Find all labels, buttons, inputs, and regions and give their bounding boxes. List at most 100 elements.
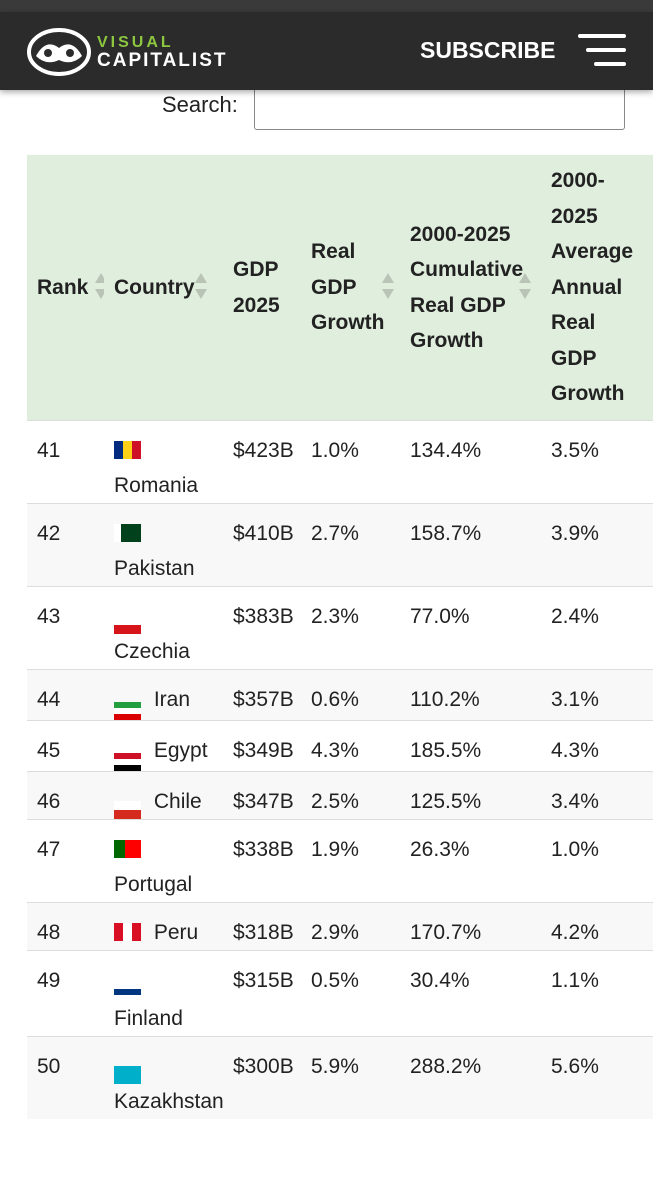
- data-table: Rank Country GDP 2025 Real GDP Growth 2000-2…: [27, 155, 653, 1119]
- cell-value: 1.1%: [551, 969, 599, 992]
- cell-value: 1.9%: [311, 838, 359, 861]
- cell-value: 26.3%: [410, 838, 470, 861]
- table-cell: 158.7%: [400, 503, 541, 587]
- table-cell: Peru: [104, 902, 223, 951]
- table-cell: $383B: [223, 586, 301, 670]
- table-cell: 2.3%: [301, 586, 400, 670]
- cell-value: 2.4%: [551, 605, 599, 628]
- cell-value: 185.5%: [410, 739, 482, 762]
- country-name: Iran: [153, 688, 191, 711]
- flag-icon: [114, 840, 141, 858]
- sort-arrows[interactable]: [381, 269, 395, 303]
- cell-value: 3.4%: [551, 790, 599, 813]
- rank: 41: [37, 439, 61, 462]
- country-cell: Chile: [114, 784, 209, 819]
- column-header-text: 2000-2025 Average Annual Real GDP Growth: [551, 169, 634, 406]
- table-cell: 3.4%: [541, 771, 653, 820]
- column-header[interactable]: Rank: [27, 155, 107, 421]
- table-cell: Egypt: [104, 720, 223, 772]
- cell-value: 288.2%: [410, 1055, 482, 1078]
- cell-value: $347B: [233, 790, 294, 813]
- column-header[interactable]: Real GDP Growth: [301, 155, 400, 421]
- table-cell: 4.3%: [541, 720, 653, 772]
- table-cell: 44: [27, 669, 104, 721]
- cell-value: 4.2%: [551, 921, 599, 944]
- column-header-text: GDP 2025: [233, 258, 280, 317]
- status-strip: [0, 0, 653, 12]
- sort-arrows[interactable]: [518, 269, 532, 303]
- table-cell: 4.3%: [301, 720, 400, 772]
- country-cell: Kazakhstan: [114, 1049, 224, 1119]
- cell-value: 134.4%: [410, 439, 482, 462]
- cell-value: $338B: [233, 838, 294, 861]
- cell-value: 1.0%: [551, 838, 599, 861]
- column-header[interactable]: 2000-2025 Cumulative Real GDP Growth: [400, 155, 541, 421]
- table-cell: 170.7%: [400, 902, 541, 951]
- subscribe-link[interactable]: SUBSCRIBE: [420, 37, 556, 63]
- table-cell: 41: [27, 420, 104, 504]
- country-cell: Finland: [114, 963, 209, 1036]
- table-row: 41 Romania $423B 1.0% 134.4% 3.5%: [27, 420, 653, 504]
- table-cell: Pakistan: [104, 503, 223, 587]
- cell-value: 0.5%: [311, 969, 359, 992]
- table-cell: 5.9%: [301, 1036, 400, 1119]
- cell-value: 110.2%: [410, 688, 480, 711]
- country-name: Chile: [153, 790, 202, 813]
- cell-value: 5.9%: [311, 1055, 359, 1078]
- table-cell: Czechia: [104, 586, 223, 670]
- table-cell: 5.6%: [541, 1036, 653, 1119]
- table-row: 42 Pakistan $410B 2.7% 158.7% 3.9%: [27, 503, 653, 587]
- table-cell: 110.2%: [400, 669, 541, 721]
- table-cell: 50: [27, 1036, 104, 1119]
- search-input[interactable]: [254, 84, 625, 130]
- table-cell: 1.9%: [301, 819, 400, 903]
- table-cell: 49: [27, 950, 104, 1037]
- logo-text[interactable]: VISUAL: [97, 34, 174, 51]
- rank: 43: [37, 605, 61, 628]
- column-header[interactable]: GDP 2025: [223, 155, 301, 421]
- table-cell: Finland: [104, 950, 223, 1037]
- cell-value: 77.0%: [410, 605, 470, 628]
- rank: 45: [37, 739, 61, 762]
- cell-value: 3.9%: [551, 522, 599, 545]
- column-header[interactable]: 2000-2025 Average Annual Real GDP Growth: [541, 155, 653, 421]
- table-cell: 47: [27, 819, 104, 903]
- menu-button[interactable]: [578, 34, 626, 68]
- table-cell: 125.5%: [400, 771, 541, 820]
- cell-value: 158.7%: [410, 522, 482, 545]
- site-header: VISUAL CAPITALIST SUBSCRIBE: [0, 12, 653, 90]
- cell-value: $410B: [233, 522, 294, 545]
- table-cell: 3.9%: [541, 503, 653, 587]
- country-name: Pakistan: [114, 557, 195, 580]
- table-cell: 4.2%: [541, 902, 653, 951]
- column-header[interactable]: Country: [104, 155, 223, 421]
- country-name: Romania: [114, 474, 199, 497]
- cell-value: 125.5%: [410, 790, 482, 813]
- flag-icon: [114, 441, 141, 459]
- rank: 42: [37, 522, 61, 545]
- table-cell: 3.5%: [541, 420, 653, 504]
- table-cell: Portugal: [104, 819, 223, 903]
- country-cell: Peru: [114, 915, 209, 950]
- logo-icon[interactable]: [26, 26, 92, 76]
- table-cell: $349B: [223, 720, 301, 772]
- table-cell: Kazakhstan: [104, 1036, 224, 1119]
- table-row: 48 Peru $318B 2.9% 170.7% 4.2%: [27, 902, 653, 951]
- sort-arrows[interactable]: [194, 269, 208, 303]
- table-cell: 42: [27, 503, 104, 587]
- rank: 47: [37, 838, 61, 861]
- flag-icon: [114, 616, 141, 634]
- table-cell: 43: [27, 586, 104, 670]
- table-cell: 30.4%: [400, 950, 541, 1037]
- table-row: 44 Iran $357B 0.6% 110.2% 3.1%: [27, 669, 653, 721]
- country-name: Czechia: [114, 640, 190, 663]
- table-cell: Romania: [104, 420, 223, 504]
- logo-text[interactable]: CAPITALIST: [97, 50, 228, 71]
- table-row: 47 Portugal $338B 1.9% 26.3% 1.0%: [27, 819, 653, 903]
- flag-icon: [114, 801, 141, 819]
- cell-value: $349B: [233, 739, 294, 762]
- column-header-text: Real GDP Growth: [311, 240, 385, 335]
- cell-value: 4.3%: [551, 739, 599, 762]
- table-cell: $300B: [223, 1036, 301, 1119]
